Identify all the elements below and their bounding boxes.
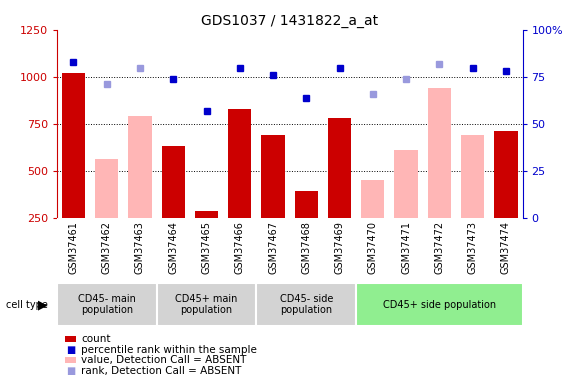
Text: GSM37474: GSM37474 — [501, 221, 511, 274]
Text: ■: ■ — [66, 345, 76, 355]
Bar — [95, 159, 118, 218]
Text: CD45+ side population: CD45+ side population — [383, 300, 496, 310]
Bar — [428, 88, 451, 218]
Text: GSM37470: GSM37470 — [368, 221, 378, 274]
Text: rank, Detection Call = ABSENT: rank, Detection Call = ABSENT — [81, 366, 241, 375]
Bar — [361, 180, 385, 218]
Bar — [261, 135, 285, 218]
Bar — [57, 283, 157, 326]
Bar — [62, 73, 85, 217]
Text: cell type: cell type — [6, 300, 48, 310]
Bar — [128, 116, 152, 218]
Bar — [256, 283, 356, 326]
Title: GDS1037 / 1431822_a_at: GDS1037 / 1431822_a_at — [201, 13, 378, 28]
Text: CD45+ main
population: CD45+ main population — [176, 294, 237, 315]
Text: percentile rank within the sample: percentile rank within the sample — [81, 345, 257, 355]
Bar — [394, 150, 417, 217]
Bar — [356, 283, 523, 326]
Text: ▶: ▶ — [39, 298, 48, 311]
Text: CD45- main
population: CD45- main population — [78, 294, 136, 315]
Bar — [195, 211, 218, 218]
Text: GSM37466: GSM37466 — [235, 221, 245, 274]
Text: GSM37461: GSM37461 — [68, 221, 78, 274]
Text: GSM37469: GSM37469 — [335, 221, 345, 274]
Text: GSM37462: GSM37462 — [102, 221, 112, 274]
Text: GSM37471: GSM37471 — [401, 221, 411, 274]
Bar — [228, 109, 252, 217]
Text: GSM37463: GSM37463 — [135, 221, 145, 274]
Text: GSM37464: GSM37464 — [168, 221, 178, 274]
Bar — [295, 191, 318, 217]
Bar — [157, 283, 256, 326]
Text: CD45- side
population: CD45- side population — [279, 294, 333, 315]
Text: ■: ■ — [66, 366, 76, 375]
Bar — [328, 118, 351, 218]
Bar — [461, 135, 485, 218]
Text: value, Detection Call = ABSENT: value, Detection Call = ABSENT — [81, 356, 247, 365]
Bar — [161, 146, 185, 218]
Text: GSM37467: GSM37467 — [268, 221, 278, 274]
Text: GSM37472: GSM37472 — [435, 221, 444, 274]
Text: GSM37473: GSM37473 — [467, 221, 478, 274]
Text: GSM37468: GSM37468 — [301, 221, 311, 274]
Bar — [494, 131, 517, 218]
Text: GSM37465: GSM37465 — [202, 221, 211, 274]
Text: count: count — [81, 334, 111, 344]
